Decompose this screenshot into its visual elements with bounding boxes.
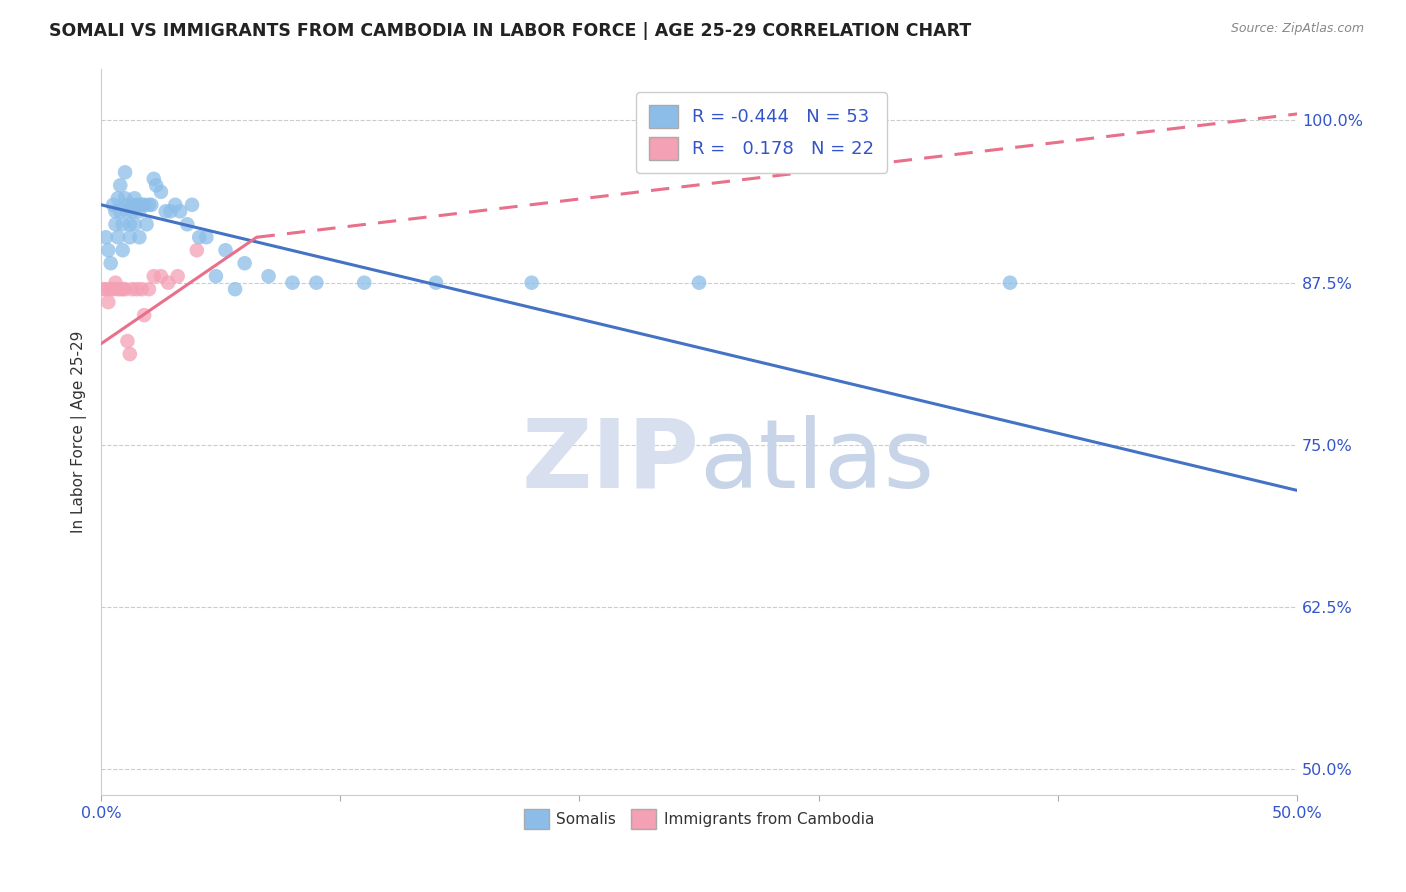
Point (155, 204, 177, 219)
Point (998, 276, 1021, 290)
Point (257, 269, 280, 284)
Point (157, 276, 180, 290)
Point (169, 204, 191, 219)
Point (97, 295, 120, 310)
Point (124, 191, 146, 205)
Point (305, 276, 328, 290)
Point (118, 347, 141, 361)
Point (117, 334, 139, 348)
Point (124, 217, 146, 231)
Point (138, 282, 160, 296)
Point (125, 282, 148, 296)
Point (353, 276, 375, 290)
Point (121, 204, 143, 219)
Point (186, 244, 208, 258)
Point (111, 217, 134, 231)
Point (135, 217, 157, 231)
Point (107, 282, 129, 296)
Point (281, 276, 304, 290)
Point (110, 204, 132, 219)
Point (425, 276, 447, 290)
Point (142, 269, 165, 284)
Point (520, 276, 543, 290)
Text: SOMALI VS IMMIGRANTS FROM CAMBODIA IN LABOR FORCE | AGE 25-29 CORRELATION CHART: SOMALI VS IMMIGRANTS FROM CAMBODIA IN LA… (49, 22, 972, 40)
Point (145, 178, 167, 193)
Point (205, 269, 228, 284)
Point (165, 198, 187, 212)
Point (104, 217, 127, 231)
Y-axis label: In Labor Force | Age 25-29: In Labor Force | Age 25-29 (72, 331, 87, 533)
Legend: Somalis, Immigrants from Cambodia: Somalis, Immigrants from Cambodia (519, 803, 880, 835)
Point (131, 282, 153, 296)
Point (93, 282, 115, 296)
Point (121, 198, 143, 212)
Point (101, 282, 124, 296)
Point (101, 198, 124, 212)
Point (128, 204, 150, 219)
Point (128, 230, 150, 244)
Point (125, 198, 148, 212)
Point (131, 198, 153, 212)
Point (118, 230, 141, 244)
Point (138, 198, 160, 212)
Point (176, 217, 198, 231)
Point (111, 244, 134, 258)
Point (166, 269, 188, 284)
Point (224, 282, 246, 296)
Point (117, 204, 139, 219)
Text: Source: ZipAtlas.com: Source: ZipAtlas.com (1230, 22, 1364, 36)
Point (141, 198, 163, 212)
Point (688, 276, 710, 290)
Point (104, 276, 127, 290)
Point (159, 204, 181, 219)
Text: atlas: atlas (699, 415, 934, 508)
Point (134, 198, 156, 212)
Point (107, 191, 129, 205)
Point (114, 165, 136, 179)
Point (111, 282, 134, 296)
Point (94, 230, 117, 244)
Point (104, 204, 127, 219)
Point (100, 282, 122, 296)
Point (118, 217, 141, 231)
Point (114, 282, 136, 296)
Point (181, 198, 204, 212)
Point (149, 185, 172, 199)
Point (195, 230, 218, 244)
Text: ZIP: ZIP (522, 415, 699, 508)
Point (188, 230, 211, 244)
Point (100, 256, 122, 270)
Point (114, 191, 136, 205)
Point (117, 198, 139, 212)
Point (149, 269, 172, 284)
Point (97, 244, 120, 258)
Point (107, 230, 129, 244)
Point (121, 282, 143, 296)
Point (214, 244, 236, 258)
Point (233, 256, 256, 270)
Point (94, 282, 117, 296)
Point (142, 172, 165, 186)
Point (110, 178, 132, 193)
Point (110, 282, 132, 296)
Point (134, 308, 156, 322)
